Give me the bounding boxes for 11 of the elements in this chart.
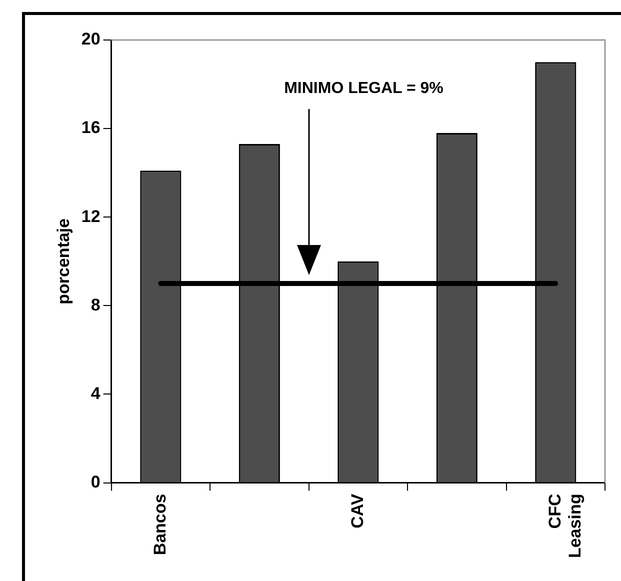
y-tick-label: 16 — [81, 118, 100, 138]
y-tick-label: 8 — [90, 295, 100, 314]
x-tick-label: Bancos — [150, 494, 170, 556]
y-tick-label: 4 — [90, 384, 101, 403]
x-tick-label: CFC Leasing — [545, 494, 585, 558]
annotation: MINIMO LEGAL = 9% — [284, 80, 444, 98]
y-tick-label: 12 — [81, 206, 100, 226]
y-axis-title: porcentaje — [54, 218, 73, 304]
y-tick-label: 0 — [90, 472, 100, 492]
x-tick-label: CAV — [348, 493, 367, 528]
y-tick-label: 20 — [81, 30, 100, 49]
